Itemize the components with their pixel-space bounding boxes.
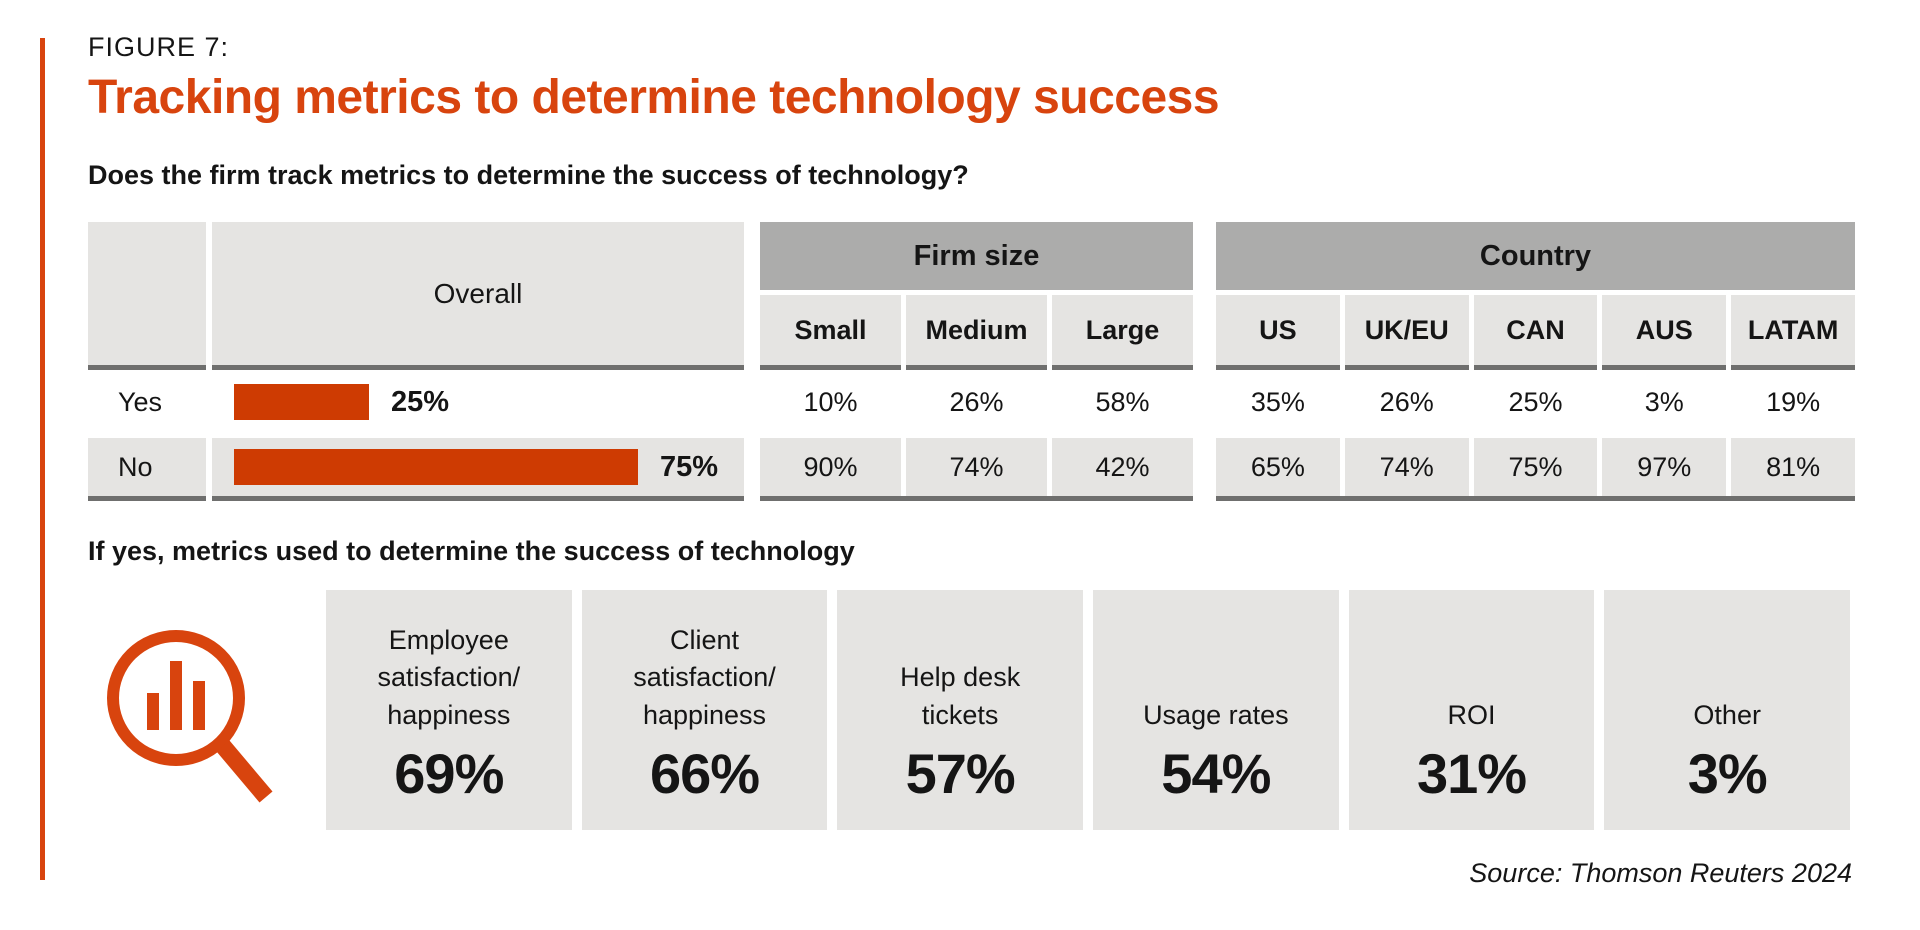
metric-label: ROI: [1447, 700, 1496, 731]
column-header-can: CAN: [1473, 295, 1598, 370]
question-text: Does the firm track metrics to determine…: [88, 160, 969, 190]
figure-label: FIGURE 7:: [88, 32, 230, 62]
value-no-ukeu: 74%: [1344, 438, 1469, 496]
value-no-us: 65%: [1216, 438, 1340, 496]
no-bar: [234, 449, 638, 485]
no-bar-value: 75%: [660, 450, 719, 483]
value-yes-aus: 3%: [1602, 370, 1727, 434]
metric-value: 54%: [1161, 742, 1271, 805]
firm-size-no-row: 90% 74% 42%: [760, 438, 1193, 501]
accent-rule: [40, 38, 45, 880]
overall-column: Overall 25% 75%: [212, 222, 744, 501]
value-no-aus: 97%: [1602, 438, 1727, 496]
metric-box-client-satisfaction: Client satisfaction/ happiness 66%: [581, 590, 828, 830]
column-header-medium: Medium: [906, 295, 1047, 370]
metric-value: 66%: [649, 742, 760, 805]
overall-no-cell: 75%: [212, 438, 744, 501]
column-header-aus: AUS: [1602, 295, 1727, 370]
overall-header: Overall: [212, 222, 744, 370]
metric-value: 69%: [394, 742, 504, 805]
value-yes-can: 25%: [1473, 370, 1598, 434]
figure-title: Tracking metrics to determine technology…: [88, 71, 1220, 124]
value-no-large: 42%: [1052, 438, 1193, 496]
results-table: Yes No Overall 25% 75% Firm size Small M…: [88, 222, 1855, 501]
value-yes-large: 58%: [1052, 370, 1193, 434]
metric-value: 31%: [1416, 742, 1527, 805]
firm-size-group: Firm size Small Medium Large 10% 26% 58%…: [760, 222, 1193, 501]
metric-box-help-desk: Help desk tickets 57%: [837, 590, 1084, 830]
metric-label: Usage rates: [1143, 700, 1289, 731]
metric-label: Employee satisfaction/ happiness: [377, 624, 521, 731]
bar-chart-magnifier-icon: [107, 630, 273, 803]
country-no-row: 65% 74% 75% 97% 81%: [1216, 438, 1855, 501]
value-no-latam: 81%: [1731, 438, 1855, 496]
country-header: Country: [1216, 222, 1855, 290]
metric-box-usage-rates: Usage rates 54%: [1093, 590, 1339, 830]
yes-bar-value: 25%: [391, 385, 450, 418]
metric-box-roi: ROI 31%: [1348, 590, 1595, 830]
source-attribution: Source: Thomson Reuters 2024: [1469, 858, 1852, 888]
metric-label: Other: [1693, 700, 1761, 731]
firm-size-yes-row: 10% 26% 58%: [760, 370, 1193, 434]
corner-cell: [88, 222, 206, 370]
metric-box-other: Other 3%: [1604, 590, 1851, 830]
value-no-can: 75%: [1473, 438, 1598, 496]
firm-size-header: Firm size: [760, 222, 1193, 290]
column-header-small: Small: [760, 295, 901, 370]
metric-box-employee-satisfaction: Employee satisfaction/ happiness 69%: [326, 590, 572, 830]
value-yes-us: 35%: [1216, 370, 1340, 434]
country-yes-row: 35% 26% 25% 3% 19%: [1216, 370, 1855, 434]
row-label-no: No: [88, 438, 206, 501]
column-header-large: Large: [1052, 295, 1193, 370]
overall-group: Yes No Overall 25% 75%: [88, 222, 744, 501]
metric-value: 57%: [905, 742, 1016, 805]
value-yes-medium: 26%: [906, 370, 1047, 434]
metric-label: Help desk tickets: [900, 662, 1021, 731]
followup-text: If yes, metrics used to determine the su…: [88, 536, 855, 566]
value-no-small: 90%: [760, 438, 901, 496]
value-yes-ukeu: 26%: [1344, 370, 1469, 434]
row-label-column: Yes No: [88, 222, 206, 501]
country-group: Country US UK/EU CAN AUS LATAM 35% 26% 2…: [1216, 222, 1855, 501]
metrics-row: Employee satisfaction/ happiness 69% Cli…: [326, 590, 1851, 830]
value-yes-latam: 19%: [1731, 370, 1855, 434]
metric-value: 3%: [1687, 742, 1768, 805]
metric-label: Client satisfaction/ happiness: [633, 624, 776, 731]
column-header-latam: LATAM: [1731, 295, 1855, 370]
yes-bar: [234, 384, 369, 420]
overall-yes-cell: 25%: [212, 370, 744, 434]
country-subheader-row: US UK/EU CAN AUS LATAM: [1216, 295, 1855, 370]
value-no-medium: 74%: [906, 438, 1047, 496]
row-label-yes: Yes: [88, 370, 206, 434]
firm-size-subheader-row: Small Medium Large: [760, 295, 1193, 370]
column-header-ukeu: UK/EU: [1344, 295, 1469, 370]
column-header-us: US: [1216, 295, 1340, 370]
value-yes-small: 10%: [760, 370, 901, 434]
